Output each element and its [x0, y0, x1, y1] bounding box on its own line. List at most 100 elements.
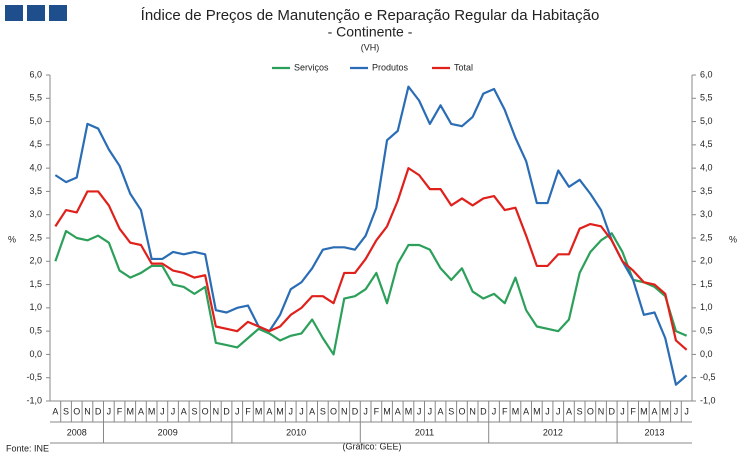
x-tick-label: A — [395, 406, 401, 416]
x-tick-label: A — [309, 406, 315, 416]
source: Fonte: INE — [6, 443, 49, 453]
x-tick-label: M — [640, 406, 648, 416]
x-tick-label: S — [320, 406, 326, 416]
logo-block — [5, 5, 23, 21]
y-tick-label: 2,0 — [29, 256, 42, 266]
x-tick-label: F — [117, 406, 123, 416]
y2-axis-label: % — [729, 234, 737, 244]
series-line — [54, 229, 688, 356]
x-tick-label: A — [438, 406, 444, 416]
y2-tick-label: 4,0 — [700, 163, 713, 173]
unit-note: (VH) — [361, 42, 380, 52]
x-tick-label: M — [662, 406, 670, 416]
x-tick-label: J — [107, 406, 112, 416]
y-tick-label: 0,5 — [29, 326, 42, 336]
x-tick-label: J — [620, 406, 625, 416]
y2-tick-label: -0,5 — [700, 372, 716, 382]
x-tick-label: J — [428, 406, 433, 416]
y-tick-label: 3,5 — [29, 186, 42, 196]
x-tick-label: M — [512, 406, 520, 416]
x-tick-label: D — [352, 406, 359, 416]
x-tick-label: F — [245, 406, 251, 416]
year-label: 2009 — [158, 427, 178, 437]
x-tick-label: D — [480, 406, 487, 416]
x-tick-label: S — [448, 406, 454, 416]
x-tick-label: A — [138, 406, 144, 416]
y-tick-label: 5,0 — [29, 116, 42, 126]
x-tick-label: J — [363, 406, 368, 416]
y-tick-label: 3,0 — [29, 209, 42, 219]
x-tick-label: J — [417, 406, 422, 416]
x-tick-label: F — [502, 406, 508, 416]
y-tick-label: -1,0 — [26, 395, 42, 405]
y2-tick-label: 5,0 — [700, 116, 713, 126]
x-tick-label: D — [223, 406, 230, 416]
legend-label: Serviços — [294, 62, 329, 72]
y2-tick-label: 3,0 — [700, 209, 713, 219]
x-tick-label: O — [73, 406, 80, 416]
legend-label: Produtos — [372, 62, 409, 72]
x-tick-label: M — [276, 406, 284, 416]
x-tick-label: A — [181, 406, 187, 416]
x-tick-label: J — [299, 406, 304, 416]
x-tick-label: M — [127, 406, 135, 416]
y-tick-label: 0,0 — [29, 349, 42, 359]
x-tick-label: A — [652, 406, 658, 416]
y2-tick-label: 0,0 — [700, 349, 713, 359]
chart-subtitle: - Continente - — [328, 24, 413, 40]
x-tick-label: J — [684, 406, 689, 416]
x-tick-label: D — [609, 406, 616, 416]
y-tick-label: 1,5 — [29, 279, 42, 289]
y-tick-label: 6,0 — [29, 69, 42, 79]
year-label: 2008 — [67, 427, 87, 437]
y-tick-label: 1,0 — [29, 302, 42, 312]
x-tick-label: S — [577, 406, 583, 416]
y2-tick-label: 2,0 — [700, 256, 713, 266]
x-tick-label: M — [533, 406, 541, 416]
x-tick-label: M — [255, 406, 263, 416]
year-label: 2013 — [645, 427, 665, 437]
y2-tick-label: 1,5 — [700, 279, 713, 289]
y2-tick-label: -1,0 — [700, 395, 716, 405]
y-tick-label: 4,5 — [29, 139, 42, 149]
x-tick-label: O — [458, 406, 465, 416]
chart-title: Índice de Preços de Manutenção e Reparaç… — [141, 7, 600, 24]
y-tick-label: -0,5 — [26, 372, 42, 382]
y2-tick-label: 3,5 — [700, 186, 713, 196]
x-tick-label: J — [171, 406, 176, 416]
series-line — [54, 167, 688, 351]
x-tick-label: N — [341, 406, 348, 416]
year-label: 2012 — [543, 427, 563, 437]
x-tick-label: N — [84, 406, 91, 416]
y-tick-label: 5,5 — [29, 93, 42, 103]
x-tick-label: O — [330, 406, 337, 416]
x-tick-label: J — [492, 406, 497, 416]
x-tick-label: O — [587, 406, 594, 416]
x-tick-label: O — [202, 406, 209, 416]
x-tick-label: F — [374, 406, 380, 416]
credit: (Gráfico: GEE) — [342, 441, 401, 451]
x-tick-label: A — [266, 406, 272, 416]
y2-tick-label: 5,5 — [700, 93, 713, 103]
y-tick-label: 4,0 — [29, 163, 42, 173]
y2-tick-label: 4,5 — [700, 139, 713, 149]
x-tick-label: N — [213, 406, 220, 416]
year-label: 2011 — [415, 427, 434, 437]
x-tick-label: M — [383, 406, 391, 416]
y2-tick-label: 0,5 — [700, 326, 713, 336]
x-tick-label: N — [469, 406, 476, 416]
year-label: 2010 — [286, 427, 306, 437]
x-tick-label: J — [160, 406, 165, 416]
logo-block — [27, 5, 45, 21]
logo-block — [49, 5, 67, 21]
x-tick-label: F — [630, 406, 636, 416]
x-tick-label: S — [63, 406, 69, 416]
y2-tick-label: 6,0 — [700, 69, 713, 79]
x-tick-label: J — [545, 406, 550, 416]
legend-label: Total — [454, 62, 473, 72]
x-tick-label: J — [556, 406, 561, 416]
x-tick-label: M — [405, 406, 413, 416]
x-tick-label: M — [148, 406, 156, 416]
x-tick-label: A — [566, 406, 572, 416]
